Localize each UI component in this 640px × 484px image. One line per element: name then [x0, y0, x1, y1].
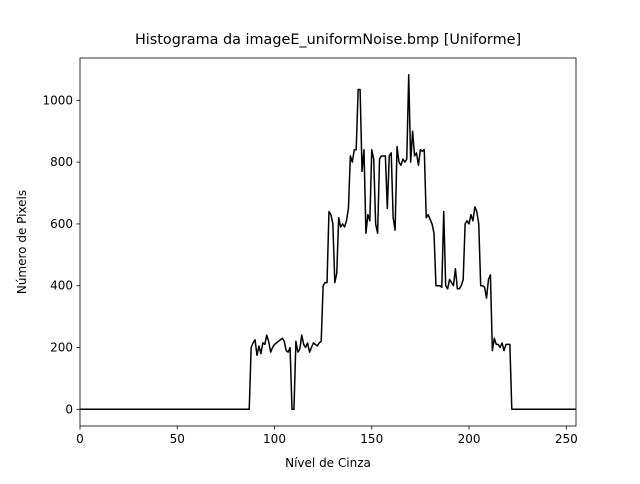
x-tick-label: 250: [555, 432, 578, 446]
x-tick-label: 150: [360, 432, 383, 446]
y-tick-label: 400: [50, 279, 73, 293]
x-tick-label: 50: [170, 432, 185, 446]
data-line: [80, 73, 576, 411]
x-tick-label: 100: [263, 432, 286, 446]
y-tick-label: 0: [65, 402, 73, 416]
y-tick-label: 800: [50, 155, 73, 169]
chart-title: Histograma da imageE_uniformNoise.bmp [U…: [135, 32, 521, 48]
x-tick-label: 0: [76, 432, 84, 446]
y-axis-label: Número de Pixels: [15, 190, 29, 294]
y-tick-label: 1000: [42, 93, 73, 107]
y-tick-label: 600: [50, 217, 73, 231]
x-tick-label: 200: [458, 432, 481, 446]
y-tick-label: 200: [50, 341, 73, 355]
plot-frame: [79, 57, 577, 427]
x-axis-label: Nível de Cinza: [285, 456, 371, 470]
